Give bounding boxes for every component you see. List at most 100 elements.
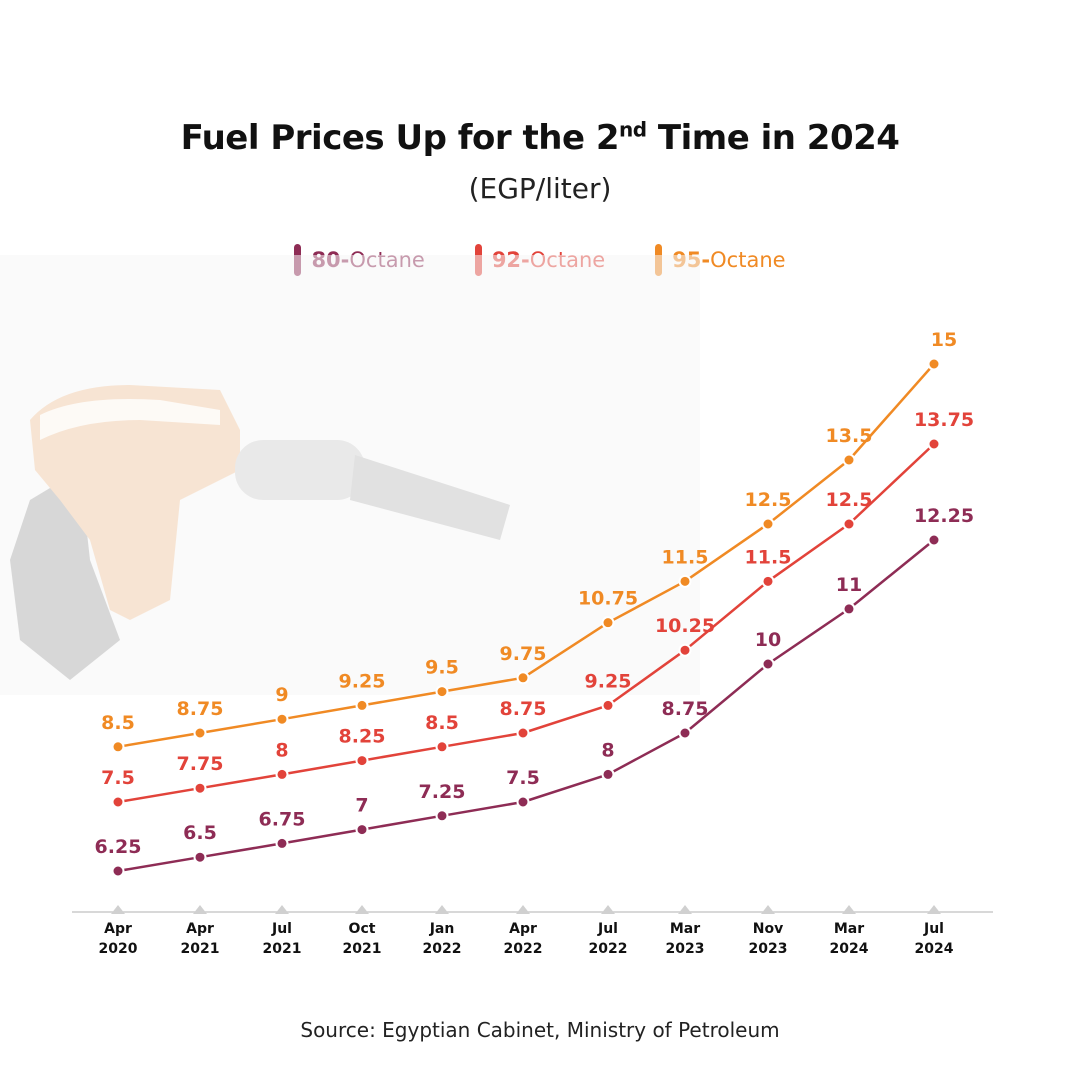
data-label-92-octane: 8.75 <box>500 698 547 720</box>
source-note: Source: Egyptian Cabinet, Ministry of Pe… <box>300 1018 780 1042</box>
data-point-95-octane <box>435 685 449 699</box>
tick-marker <box>111 905 125 914</box>
data-label-92-octane: 13.75 <box>914 409 974 431</box>
data-label-80-octane: 12.25 <box>914 505 974 527</box>
data-point-92-octane <box>927 437 941 451</box>
data-point-95-octane <box>761 517 775 531</box>
data-point-80-octane <box>516 795 530 809</box>
data-point-80-octane <box>355 823 369 837</box>
data-point-80-octane <box>678 726 692 740</box>
tick-label-year: 2022 <box>589 941 628 957</box>
tick-marker <box>435 905 449 914</box>
tick-label-month: Apr <box>104 921 132 937</box>
chart-title-main: Fuel Prices Up for the 2 <box>180 118 620 158</box>
tick-label-month: Oct <box>349 921 376 937</box>
fuel-nozzle-illustration <box>0 255 700 695</box>
data-point-80-octane <box>761 657 775 671</box>
data-point-92-octane <box>435 740 449 754</box>
data-label-95-octane: 11.5 <box>662 546 709 568</box>
data-point-92-octane <box>516 726 530 740</box>
data-point-92-octane <box>678 643 692 657</box>
data-label-95-octane: 9.75 <box>500 643 547 665</box>
data-label-80-octane: 7.25 <box>419 781 466 803</box>
data-label-92-octane: 8.5 <box>425 712 459 734</box>
data-label-92-octane: 8.25 <box>339 726 386 748</box>
tick-marker <box>601 905 615 914</box>
data-point-92-octane <box>842 517 856 531</box>
chart-title-end: Time in 2024 <box>646 118 900 158</box>
tick-label-year: 2021 <box>343 941 382 957</box>
data-label-95-octane: 9.5 <box>425 657 459 679</box>
chart-title: Fuel Prices Up for the 2nd Time in 2024 <box>0 118 1080 158</box>
data-label-80-octane: 6.25 <box>95 836 142 858</box>
tick-label-year: 2023 <box>666 941 705 957</box>
data-label-92-octane: 7.75 <box>177 753 224 775</box>
tick-label-month: Jan <box>429 921 455 937</box>
chart-title-superscript: nd <box>619 117 647 142</box>
tick-label-month: Mar <box>670 921 700 937</box>
data-point-92-octane <box>761 574 775 588</box>
tick-label-year: 2023 <box>749 941 788 957</box>
tick-marker <box>275 905 289 914</box>
chart-subtitle: (EGP/liter) <box>468 172 612 205</box>
data-label-80-octane: 6.75 <box>259 808 306 830</box>
tick-label-month: Apr <box>186 921 214 937</box>
data-point-95-octane <box>355 698 369 712</box>
tick-label-month: Nov <box>753 921 783 937</box>
data-labels: 6.25 6.5 6.75 7 7.25 7.5 8 8.75 10 11 12.25 7.5 7.75… <box>95 329 975 858</box>
data-label-95-octane: 9.25 <box>339 670 386 692</box>
data-label-92-octane: 12.5 <box>826 489 873 511</box>
data-point-80-octane <box>842 602 856 616</box>
tick-marker <box>842 905 856 914</box>
tick-label-month: Jul <box>597 921 618 937</box>
data-point-95-octane <box>842 453 856 467</box>
tick-marker <box>193 905 207 914</box>
tick-label-year: 2021 <box>263 941 302 957</box>
data-label-80-octane: 7.5 <box>506 767 540 789</box>
data-label-95-octane: 15 <box>931 329 957 351</box>
tick-marker <box>761 905 775 914</box>
data-label-92-octane: 10.25 <box>655 615 715 637</box>
tick-marker <box>678 905 692 914</box>
data-point-92-octane <box>193 781 207 795</box>
nozzle-body-shape <box>30 385 240 620</box>
tick-label-month: Mar <box>834 921 864 937</box>
data-point-95-octane <box>111 740 125 754</box>
tick-marker <box>927 905 941 914</box>
data-point-92-octane <box>275 767 289 781</box>
data-label-80-octane: 7 <box>355 795 368 817</box>
data-point-95-octane <box>927 357 941 371</box>
data-point-80-octane <box>193 850 207 864</box>
data-label-95-octane: 8.5 <box>101 712 135 734</box>
data-label-95-octane: 10.75 <box>578 588 638 610</box>
data-label-95-octane: 12.5 <box>745 489 792 511</box>
data-point-95-octane <box>193 726 207 740</box>
data-label-92-octane: 11.5 <box>745 546 792 568</box>
tick-marker <box>516 905 530 914</box>
data-point-80-octane <box>927 533 941 547</box>
tick-label-month: Jul <box>923 921 944 937</box>
line-chart: Apr 2020 Apr 2021 Jul 2021 Oct 2021 Jan 2022 Apr 20… <box>0 255 993 957</box>
nozzle-highlight-shape <box>40 399 220 440</box>
data-label-95-octane: 13.5 <box>826 425 873 447</box>
tick-marker <box>355 905 369 914</box>
data-point-80-octane <box>435 809 449 823</box>
data-label-95-octane: 8.75 <box>177 698 224 720</box>
data-label-92-octane: 8 <box>275 739 288 761</box>
data-point-95-octane <box>516 671 530 685</box>
nozzle-grip-shape <box>235 440 365 500</box>
data-label-80-octane: 6.5 <box>183 822 217 844</box>
tick-label-year: 2024 <box>830 941 869 957</box>
x-axis-ticks: Apr 2020 Apr 2021 Jul 2021 Oct 2021 Jan 2022 Apr 20… <box>99 905 954 957</box>
data-label-92-octane: 9.25 <box>585 670 632 692</box>
data-point-92-octane <box>111 795 125 809</box>
nozzle-handle-shape <box>10 470 120 680</box>
legend-text: Octane <box>710 248 786 272</box>
data-point-95-octane <box>275 712 289 726</box>
data-label-80-octane: 10 <box>755 629 781 651</box>
data-point-80-octane <box>601 767 615 781</box>
nozzle-spout-shape <box>350 455 510 540</box>
tick-label-year: 2020 <box>99 941 138 957</box>
tick-label-month: Jul <box>271 921 292 937</box>
data-label-80-octane: 8 <box>601 739 614 761</box>
